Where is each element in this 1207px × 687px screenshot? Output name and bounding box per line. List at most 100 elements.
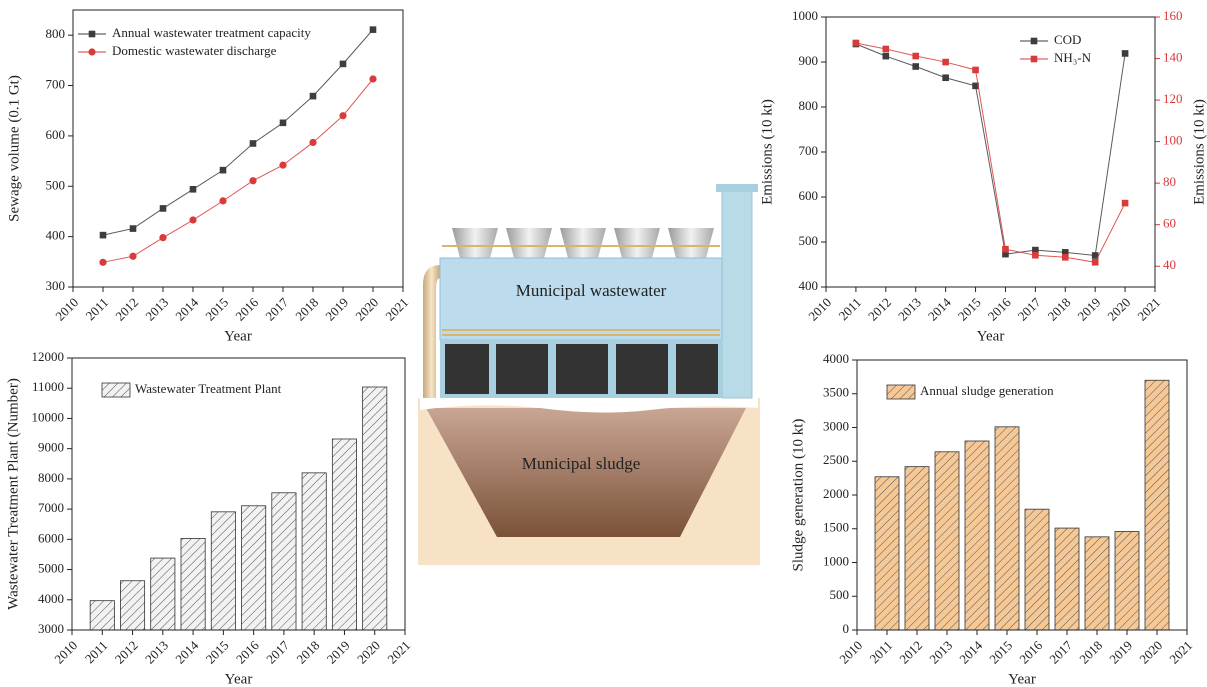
x-tick-label: 2018 bbox=[1076, 638, 1105, 667]
stack bbox=[722, 190, 752, 398]
x-tick-label: 2020 bbox=[354, 638, 383, 667]
diagram-label: Municipal sludge bbox=[522, 454, 641, 473]
y-tick-label: 11000 bbox=[32, 379, 64, 394]
x-tick-label: 2014 bbox=[172, 637, 201, 666]
bar bbox=[995, 427, 1019, 630]
panels bbox=[445, 344, 718, 394]
marker bbox=[370, 26, 377, 33]
y-axis-title: Wastewater Treatment Plant (Number) bbox=[5, 378, 21, 610]
x-tick-label: 2019 bbox=[324, 638, 353, 667]
legend-label: Wastewater Treatment Plant bbox=[135, 381, 282, 396]
x-tick-label: 2013 bbox=[926, 638, 955, 667]
x-tick-label: 2014 bbox=[172, 294, 201, 323]
x-tick-label: 2013 bbox=[895, 295, 924, 324]
x-tick-label: 2015 bbox=[986, 638, 1015, 667]
x-tick-label: 2019 bbox=[1106, 638, 1135, 667]
y-tick-label: 400 bbox=[799, 278, 819, 293]
bar bbox=[211, 512, 235, 630]
marker bbox=[853, 40, 860, 47]
y-tick-label: 6000 bbox=[38, 530, 64, 545]
diagram-label: Municipal wastewater bbox=[516, 281, 667, 300]
marker bbox=[883, 53, 890, 60]
y-tick-label: 400 bbox=[46, 228, 66, 243]
x-tick-label: 2012 bbox=[896, 638, 925, 667]
bar bbox=[905, 467, 929, 630]
y-axis-title: Sludge generation (10 kt) bbox=[790, 419, 806, 572]
bar bbox=[90, 601, 114, 630]
figure: Municipal wastewater Municipal sludge 20… bbox=[0, 0, 1207, 687]
y-tick-label: 0 bbox=[843, 621, 850, 636]
y2-tick-label: 160 bbox=[1163, 8, 1183, 23]
x-tick-label: 2018 bbox=[292, 295, 321, 324]
marker bbox=[160, 205, 167, 212]
y-tick-label: 600 bbox=[46, 127, 66, 142]
y-tick-label: 1000 bbox=[792, 8, 818, 23]
x-tick-label: 2015 bbox=[955, 295, 984, 324]
x-tick-label: 2012 bbox=[865, 295, 894, 324]
y2-tick-label: 100 bbox=[1163, 133, 1183, 148]
x-tick-label: 2014 bbox=[925, 294, 954, 323]
bar bbox=[1145, 380, 1169, 630]
legend-label: Domestic wastewater discharge bbox=[112, 43, 277, 58]
marker bbox=[309, 139, 316, 146]
y-tick-label: 800 bbox=[46, 26, 66, 41]
x-axis-title: Year bbox=[224, 328, 252, 344]
legend-marker bbox=[88, 48, 95, 55]
legend-label: Annual wastewater treatment capacity bbox=[112, 25, 311, 40]
marker bbox=[942, 74, 949, 81]
marker bbox=[972, 67, 979, 74]
x-tick-label: 2011 bbox=[83, 295, 112, 324]
x-tick-label: 2017 bbox=[263, 637, 292, 666]
x-tick-label: 2010 bbox=[805, 295, 834, 324]
x-tick-label: 2019 bbox=[1074, 295, 1103, 324]
marker bbox=[1002, 246, 1009, 253]
y-tick-label: 3000 bbox=[823, 418, 849, 433]
x-tick-label: 2021 bbox=[384, 638, 413, 667]
x-axis-title: Year bbox=[977, 328, 1005, 344]
x-tick-label: 2010 bbox=[836, 638, 865, 667]
y-axis-title: Emissions (10 kt) bbox=[759, 99, 775, 205]
series-line bbox=[856, 43, 1125, 262]
y-tick-label: 500 bbox=[46, 177, 66, 192]
marker bbox=[1062, 254, 1069, 261]
y-tick-label: 12000 bbox=[32, 349, 65, 364]
x-tick-label: 2013 bbox=[142, 295, 171, 324]
y-tick-label: 3000 bbox=[38, 621, 64, 636]
y2-tick-label: 60 bbox=[1163, 216, 1176, 231]
marker bbox=[99, 259, 106, 266]
y-tick-label: 500 bbox=[799, 233, 819, 248]
bar bbox=[363, 387, 387, 630]
marker bbox=[1122, 200, 1129, 207]
chart: 2010201120122013201420152016201720182019… bbox=[790, 351, 1195, 687]
marker bbox=[280, 120, 287, 127]
x-axis-title: Year bbox=[1008, 671, 1036, 687]
marker bbox=[1032, 252, 1039, 259]
x-tick-label: 2015 bbox=[203, 638, 232, 667]
marker bbox=[100, 232, 107, 239]
legend-label: Annual sludge generation bbox=[920, 383, 1054, 398]
x-tick-label: 2014 bbox=[956, 637, 985, 666]
y-axis-title: Sewage volume (0.1 Gt) bbox=[6, 75, 22, 222]
y-tick-label: 4000 bbox=[38, 591, 64, 606]
y-tick-label: 7000 bbox=[38, 500, 64, 515]
legend-marker bbox=[1031, 38, 1038, 45]
bar bbox=[935, 452, 959, 630]
marker bbox=[883, 46, 890, 53]
inlet-pipe bbox=[423, 265, 440, 398]
bar bbox=[242, 506, 266, 630]
y-tick-label: 4000 bbox=[823, 351, 849, 366]
x-tick-label: 2017 bbox=[1015, 294, 1044, 323]
series-line bbox=[856, 44, 1125, 256]
y-tick-label: 700 bbox=[799, 143, 819, 158]
y-tick-label: 500 bbox=[830, 587, 850, 602]
x-tick-label: 2021 bbox=[382, 295, 411, 324]
x-tick-label: 2012 bbox=[112, 295, 141, 324]
diagram: Municipal wastewater Municipal sludge bbox=[418, 184, 760, 565]
y-tick-label: 700 bbox=[46, 77, 66, 92]
legend-marker bbox=[89, 31, 96, 38]
y2-tick-label: 40 bbox=[1163, 257, 1176, 272]
marker bbox=[220, 167, 227, 174]
legend-swatch bbox=[887, 385, 915, 399]
marker bbox=[369, 75, 376, 82]
